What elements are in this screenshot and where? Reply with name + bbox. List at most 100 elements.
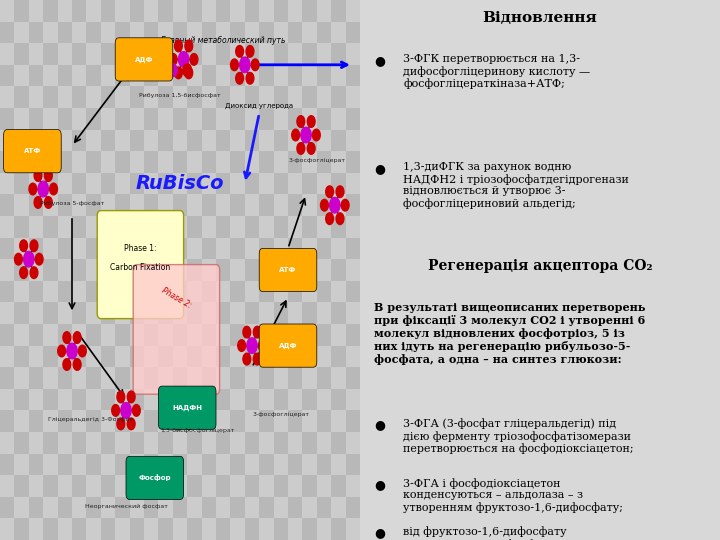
Bar [317, 0, 331, 22]
Bar [216, 108, 230, 130]
Bar [58, 238, 72, 259]
Text: Регенерація акцептора CO₂: Регенерація акцептора CO₂ [428, 259, 652, 273]
Circle shape [179, 52, 189, 67]
Bar [144, 475, 158, 497]
Bar [29, 324, 43, 346]
Bar [317, 302, 331, 324]
Bar [230, 367, 245, 389]
Bar [14, 151, 29, 173]
Bar [317, 151, 331, 173]
Circle shape [19, 267, 27, 279]
Bar [14, 518, 29, 540]
Bar [14, 389, 29, 410]
Circle shape [140, 64, 148, 77]
Bar [346, 281, 360, 302]
Bar [144, 86, 158, 108]
Bar [115, 194, 130, 216]
Circle shape [247, 338, 257, 353]
Bar [274, 238, 288, 259]
Bar [0, 151, 14, 173]
Bar [302, 259, 317, 281]
Bar [274, 194, 288, 216]
Bar [346, 22, 360, 43]
Bar [202, 173, 216, 194]
Bar [317, 238, 331, 259]
Bar [72, 216, 86, 238]
Bar [158, 389, 173, 410]
Bar [173, 281, 187, 302]
Bar [29, 410, 43, 432]
Bar [144, 238, 158, 259]
Bar [58, 130, 72, 151]
Bar [346, 518, 360, 540]
Bar [274, 454, 288, 475]
Bar [115, 281, 130, 302]
Bar [317, 454, 331, 475]
Bar [43, 194, 58, 216]
Circle shape [185, 67, 193, 79]
Bar [216, 367, 230, 389]
Bar [14, 238, 29, 259]
Bar [302, 497, 317, 518]
Bar [331, 130, 346, 151]
Bar [274, 475, 288, 497]
Bar [144, 194, 158, 216]
Bar [115, 86, 130, 108]
Bar [144, 216, 158, 238]
Bar [86, 281, 101, 302]
Bar [187, 0, 202, 22]
Bar [216, 497, 230, 518]
Bar [86, 454, 101, 475]
Bar [346, 432, 360, 454]
Bar [259, 389, 274, 410]
Bar [288, 173, 302, 194]
Bar [216, 130, 230, 151]
Bar [245, 346, 259, 367]
Bar [202, 65, 216, 86]
Bar [158, 194, 173, 216]
Bar [115, 497, 130, 518]
Circle shape [307, 116, 315, 127]
Circle shape [30, 267, 38, 279]
Bar [72, 130, 86, 151]
Circle shape [238, 340, 246, 352]
Bar [144, 432, 158, 454]
Bar [202, 346, 216, 367]
Bar [274, 43, 288, 65]
Bar [346, 454, 360, 475]
Bar [158, 130, 173, 151]
Bar [245, 259, 259, 281]
Bar [0, 389, 14, 410]
Bar [115, 108, 130, 130]
Text: ●: ● [374, 478, 385, 491]
Bar [259, 238, 274, 259]
Bar [130, 86, 144, 108]
Circle shape [169, 404, 177, 416]
Bar [29, 194, 43, 216]
Bar [29, 0, 43, 22]
Bar [72, 410, 86, 432]
Circle shape [320, 199, 328, 211]
Bar [58, 22, 72, 43]
Text: ●: ● [374, 526, 385, 539]
Bar [43, 22, 58, 43]
Text: ●: ● [374, 418, 385, 431]
Bar [202, 324, 216, 346]
Bar [101, 518, 115, 540]
Bar [115, 22, 130, 43]
Bar [288, 238, 302, 259]
Bar [346, 346, 360, 367]
Bar [187, 346, 202, 367]
Bar [14, 497, 29, 518]
Bar [101, 302, 115, 324]
Bar [14, 194, 29, 216]
Bar [115, 454, 130, 475]
Bar [230, 43, 245, 65]
Bar [29, 497, 43, 518]
Bar [173, 518, 187, 540]
Bar [346, 194, 360, 216]
Text: 1,3-бисфосфогліцерат: 1,3-бисфосфогліцерат [161, 428, 235, 433]
Bar [230, 194, 245, 216]
Bar [187, 367, 202, 389]
Bar [259, 454, 274, 475]
